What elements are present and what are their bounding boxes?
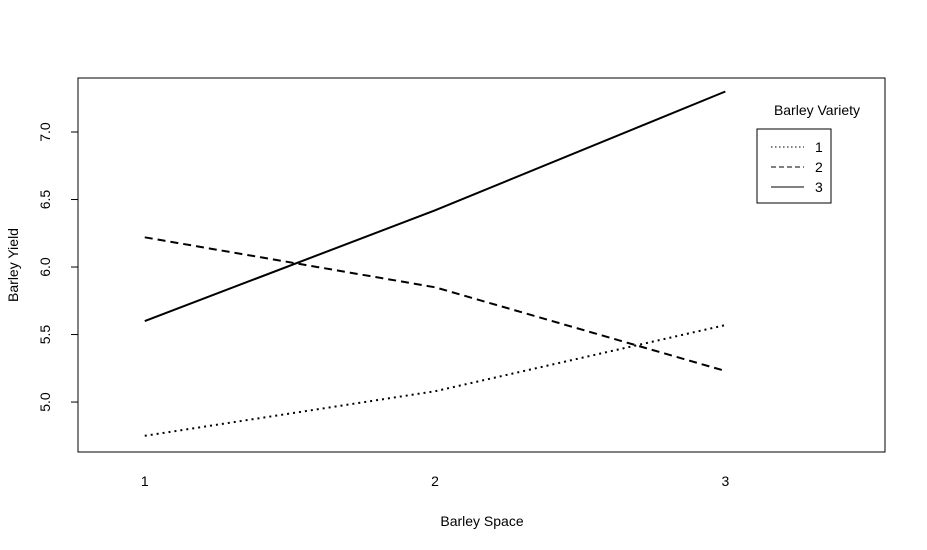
series-line-1 [144,324,726,437]
y-tick-label: 5.0 [37,392,53,412]
x-tick-label: 3 [721,473,729,489]
y-tick-label: 5.5 [37,325,53,345]
x-tick-label: 1 [141,473,149,489]
y-tick-label: 6.0 [37,257,53,277]
y-tick-label: 6.5 [37,190,53,210]
legend-box [756,128,832,204]
series-layer [144,90,726,437]
y-axis: 5.0 5.5 6.0 6.5 7.0 [37,122,79,412]
plot-frame [77,77,886,453]
legend-title: Barley Variety [774,102,860,118]
legend-label-2: 2 [815,159,823,175]
y-tick-label: 7.0 [37,122,53,142]
x-axis: 1 2 3 [141,473,730,489]
legend-label-1: 1 [815,139,823,155]
legend-entries: 1 2 3 [771,139,823,195]
legend-label-3: 3 [815,179,823,195]
series-line-3 [144,90,726,322]
y-axis-label: Barley Yield [5,228,21,302]
legend: Barley Variety 1 2 3 [756,102,860,204]
series-line-2 [144,236,726,372]
x-tick-label: 2 [431,473,439,489]
x-axis-label: Barley Space [440,513,523,529]
